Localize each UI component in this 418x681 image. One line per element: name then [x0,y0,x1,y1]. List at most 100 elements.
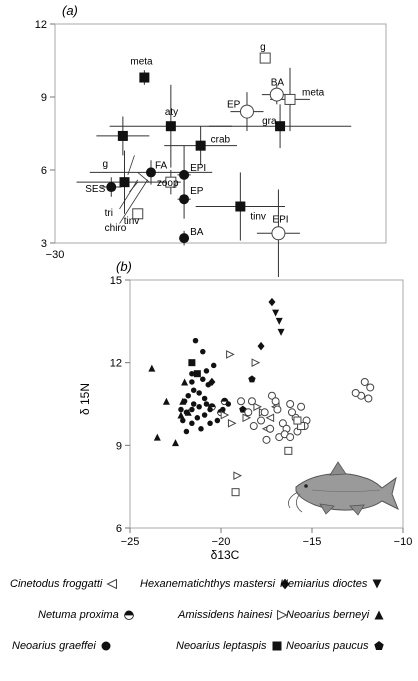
legend-marker-icon [272,641,281,651]
b-point [286,400,295,408]
legend-marker [372,579,382,589]
legend-marker [272,641,281,651]
b-point [205,381,212,388]
b-point [253,402,263,412]
b-point [193,370,201,378]
b-point [198,426,204,432]
b-point [203,401,210,407]
a-point [284,93,296,105]
b-series [239,375,256,413]
b-point [271,397,280,406]
panel-b-xlabel: δ13C [211,548,240,562]
legend-item: Netuma proxima [38,609,135,621]
panel-b-ylabel: δ 15N [78,383,92,415]
a-point [106,182,117,193]
b-point [190,387,197,393]
a-point-label: zoop [157,178,179,189]
panel-b-label: (b) [116,259,132,274]
b-point [249,422,258,431]
legend-item-label: Netuma proxima [38,609,119,621]
legend-marker-icon [280,578,290,590]
b-point [162,397,170,405]
legend-item: Hexanematichthys mastersi [140,578,291,590]
b-point [273,405,282,414]
b-point [277,328,285,336]
b-point [248,375,256,383]
a-point-label: EP [227,100,241,111]
panel-a: (a) 3 6 9 12 −30 meta aty crab gra g tinv FA SES EPI… [35,3,387,278]
a-point [195,140,206,151]
b-point [192,337,199,344]
a-point-label: EPI [190,163,206,174]
b-point [210,362,217,369]
b-point [200,376,206,382]
panel-b-frame [129,279,404,529]
a-pointer-line [119,179,139,210]
b-point [189,379,195,385]
b-ytick-label: 6 [116,523,122,535]
a-pointer-line [129,181,139,193]
b-point [293,416,302,425]
b-point [244,408,253,417]
legend-marker-icon [101,641,111,651]
a-point [275,121,286,132]
b-point [200,348,206,355]
a-point-label: crab [211,135,231,146]
b-point [178,406,184,413]
fish-illustration [288,461,399,516]
b-point [153,433,161,441]
b-point [181,398,188,404]
b-point [172,439,179,447]
panel-b: (b) −25 −20 −15 −10 6 9 12 15 δ13C δ 15N [78,259,412,562]
b-ytick-label: 12 [110,358,122,370]
legend-marker-icon [123,610,134,620]
b-point [262,435,271,444]
legend-marker [374,610,384,620]
a-point-label: FA [155,160,168,171]
a-point [119,177,130,188]
b-point [242,413,252,423]
legend-marker [101,641,111,651]
a-point-label: tinv [124,216,140,227]
b-point [194,415,201,421]
a-pointer-line [127,155,135,175]
legend-item-label: Neoarius leptaspis [176,640,267,652]
legend-item-label: Cinetodus froggatti [10,578,103,590]
b-series [231,416,306,497]
b-point [203,368,210,374]
legend-marker [280,578,290,590]
a-point [165,121,176,132]
b-point [207,406,213,413]
a-point-label: gra [262,116,277,127]
b-xtick-label: −20 [212,536,231,548]
a-point [259,52,271,64]
b-point [360,377,369,386]
b-point [233,471,242,480]
legend-marker [373,641,384,651]
b-point [257,416,266,425]
a-ytick-label: 12 [35,19,47,31]
a-point [235,201,246,212]
a-point-label: SES [85,184,105,195]
b-point [181,378,189,386]
a-point-label: g [103,159,109,170]
legend-item: Hemiarius dioctes [280,578,383,590]
b-series [272,309,285,336]
b-point [185,392,191,399]
b-point [196,390,202,396]
b-point [201,412,208,418]
b-point [201,395,208,402]
legend-item-label: Neoarius graeffei [12,640,96,652]
legend-item-label: Amissidens hainesi [178,609,273,621]
legend-item-label: Hexanematichthys mastersi [140,578,276,590]
a-point [145,167,156,178]
a-point [165,176,177,188]
a-point [117,130,128,141]
b-ytick-label: 9 [116,440,122,452]
legend-item-label: Hemiarius dioctes [280,578,368,590]
b-point [231,488,240,497]
a-point [179,169,190,180]
b-series [188,359,201,378]
legend-marker [106,578,118,590]
